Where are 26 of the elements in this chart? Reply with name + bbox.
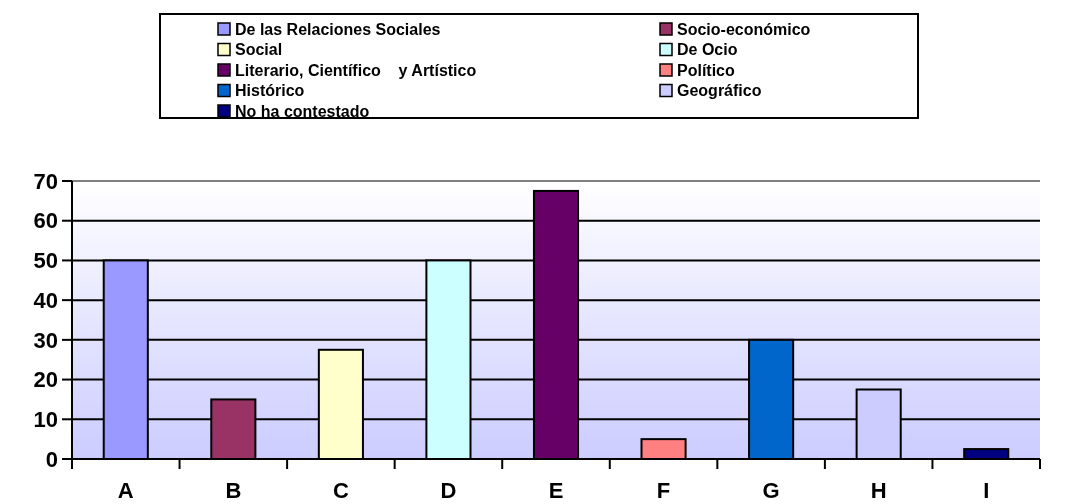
legend-label: De Ocio (677, 41, 738, 59)
x-tick-label: H (870, 478, 887, 503)
x-tick-label: E (548, 478, 564, 503)
y-tick-label: 70 (33, 168, 58, 194)
y-tick-label: 0 (45, 446, 58, 472)
y-tick-label: 50 (33, 248, 58, 274)
y-tick-label: 30 (33, 327, 58, 353)
y-tick-label: 40 (33, 287, 58, 313)
x-tick-label: D (440, 478, 457, 503)
x-tick-label: G (762, 478, 780, 503)
legend-label: Político (677, 61, 736, 79)
y-tick-label: 10 (33, 406, 58, 432)
x-tick-label: C (332, 478, 349, 503)
x-tick-label: I (983, 478, 990, 503)
legend-label: Geográfico (677, 82, 762, 100)
x-tick-label: B (225, 478, 242, 503)
y-tick-label: 60 (33, 208, 58, 234)
legend-label: Histórico (235, 82, 305, 100)
x-tick-label: A (117, 478, 134, 503)
legend-label: Socio-económico (677, 20, 811, 38)
x-tick-label: F (656, 478, 671, 503)
legend-label: Literario, Científico y Artístico (235, 61, 477, 79)
legend-label: No ha contestado (235, 102, 370, 120)
y-tick-label: 20 (33, 367, 58, 393)
legend-label: Social (235, 41, 283, 59)
legend-label: De las Relaciones Sociales (235, 20, 441, 38)
